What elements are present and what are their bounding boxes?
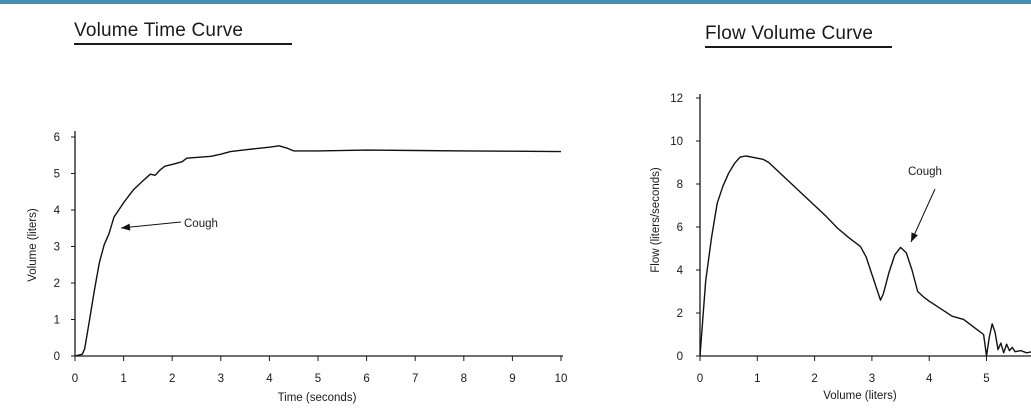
vt-y-tick-label: 4 <box>54 205 61 217</box>
vt-x-tick-label: 1 <box>120 373 126 385</box>
fv-y-tick-label: 10 <box>670 136 683 148</box>
vt-x-tick-label: 5 <box>315 373 321 385</box>
fv-y-tick-label: 12 <box>670 93 683 105</box>
vt-y-tick-label: 3 <box>54 242 60 254</box>
fv-x-tick-label: 1 <box>754 373 760 385</box>
fv-y-tick-label: 2 <box>677 308 683 320</box>
vt-x-axis-label: Time (seconds) <box>278 392 357 404</box>
fv-annotation-arrow-line <box>910 188 936 243</box>
vt-x-tick-label: 0 <box>72 373 78 385</box>
vt-x-tick-label: 10 <box>555 373 568 385</box>
flow-volume-chart-title: Flow Volume Curve <box>705 23 874 44</box>
vt-series-line <box>74 145 562 357</box>
vt-x-tick-label: 8 <box>461 373 467 385</box>
vt-x-tick-label: 7 <box>412 373 418 385</box>
vt-annotation-arrowhead <box>121 223 131 231</box>
fv-x-axis-label: Volume (liters) <box>823 390 897 402</box>
vt-y-tick-label: 6 <box>54 132 60 144</box>
vt-y-tick-label: 0 <box>54 351 60 363</box>
vt-annotation-label: Cough <box>184 218 218 230</box>
vt-y-axis-label: Volume (liters) <box>27 208 39 282</box>
top-accent-bar <box>0 0 1031 4</box>
fv-y-tick-label: 0 <box>677 351 683 363</box>
fv-x-tick-label: 2 <box>811 373 817 385</box>
vt-y-tick-label: 5 <box>54 169 60 181</box>
vt-y-tick-label: 2 <box>54 278 60 290</box>
vt-x-tick-label: 4 <box>266 373 273 385</box>
vt-x-tick-label: 9 <box>509 373 515 385</box>
vt-x-tick-label: 2 <box>169 373 175 385</box>
vt-x-tick-label: 6 <box>363 373 369 385</box>
fv-x-tick-label: 0 <box>697 373 703 385</box>
fv-series-line <box>699 155 1031 357</box>
fv-y-tick-label: 4 <box>677 265 684 277</box>
fv-x-tick-label: 5 <box>983 373 989 385</box>
volume-time-title-underline <box>74 43 292 45</box>
fv-x-tick-label: 4 <box>926 373 933 385</box>
volume-time-chart-title: Volume Time Curve <box>74 20 244 41</box>
fv-y-tick-label: 6 <box>677 222 683 234</box>
fv-annotation-label: Cough <box>908 166 942 178</box>
flow-volume-title-underline <box>705 46 892 48</box>
fv-y-tick-label: 8 <box>677 179 683 191</box>
vt-x-tick-label: 3 <box>218 373 224 385</box>
fv-annotation-arrowhead <box>911 232 918 242</box>
fv-x-tick-label: 3 <box>869 373 875 385</box>
vt-annotation-arrow-line <box>120 221 182 229</box>
vt-y-tick-label: 1 <box>54 315 60 327</box>
fv-y-axis-label: Flow (liters/seconds) <box>650 167 662 273</box>
